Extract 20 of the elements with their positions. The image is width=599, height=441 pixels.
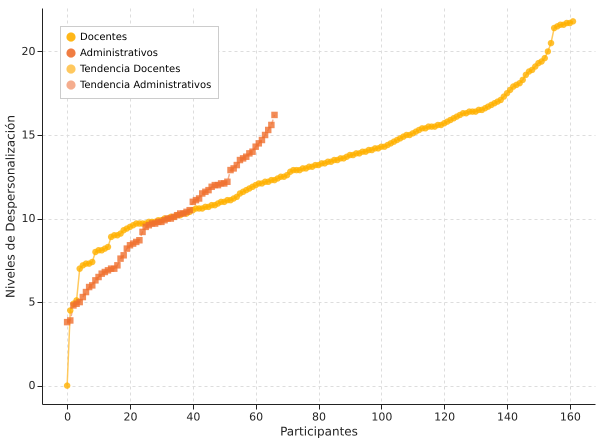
y-tick-label: 10 [22, 212, 36, 226]
legend-label: Tendencia Docentes [79, 64, 180, 75]
legend-label: Tendencia Administrativos [79, 80, 212, 91]
x-tick-label: 60 [249, 410, 264, 424]
x-axis-title: Participantes [280, 424, 358, 438]
x-tick-label: 20 [123, 410, 138, 424]
y-axis-title: Niveles de Despersonalización [4, 115, 18, 298]
x-tick-label: 120 [434, 410, 456, 424]
x-tick-label: 40 [186, 410, 200, 424]
x-tick-label: 140 [497, 410, 518, 424]
y-tick-label: 15 [22, 128, 36, 142]
y-tick-label: 5 [28, 296, 36, 309]
y-tick-label: 20 [22, 44, 36, 58]
x-tick-label: 80 [312, 410, 326, 424]
x-tick-label: 100 [371, 410, 392, 424]
x-tick-label: 0 [64, 410, 72, 424]
legend-label: Docentes [80, 32, 128, 43]
legend-label: Administrativos [80, 48, 158, 59]
y-tick-label: 0 [28, 379, 36, 392]
x-tick-label: 160 [560, 410, 581, 424]
